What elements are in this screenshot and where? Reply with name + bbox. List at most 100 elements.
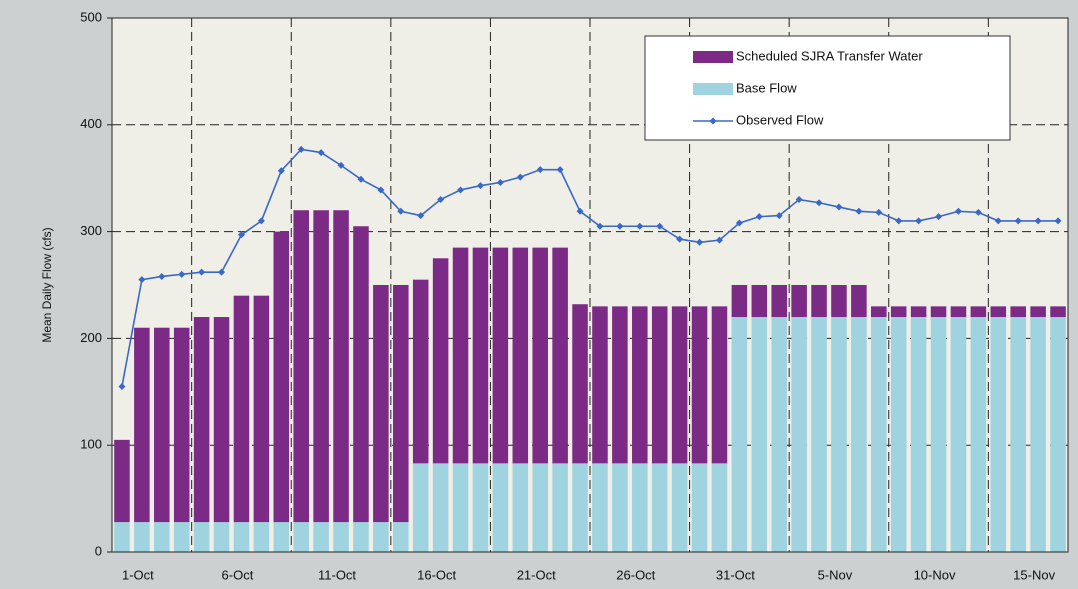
bar [831, 285, 847, 318]
bar [632, 306, 648, 464]
line-marker [237, 231, 245, 239]
bar [671, 463, 688, 552]
y-tick-label: 500 [80, 9, 102, 24]
bar [691, 463, 708, 552]
bar [632, 463, 648, 552]
y-tick-label: 200 [80, 330, 102, 345]
bar [273, 231, 290, 523]
bar [393, 285, 409, 523]
bar [612, 306, 628, 464]
bar [353, 226, 369, 523]
bar [1010, 306, 1026, 318]
legend: Scheduled SJRA Transfer Water Base Flow Ob… [644, 35, 1011, 141]
bar [213, 317, 230, 523]
bar [193, 317, 210, 523]
line-marker [815, 199, 823, 207]
line-marker [895, 217, 903, 225]
bar [970, 317, 987, 552]
line-marker [257, 217, 265, 225]
y-tick-label: 300 [80, 223, 102, 238]
bar [950, 306, 967, 318]
bar [193, 522, 210, 552]
bar [811, 317, 827, 552]
bar [651, 306, 668, 464]
y-tick-label: 100 [80, 437, 102, 452]
bar [432, 463, 449, 552]
bar [492, 247, 509, 464]
line-marker [178, 270, 186, 278]
bar [333, 210, 349, 523]
x-tick-label: 21-Oct [517, 567, 556, 582]
line-marker [974, 208, 982, 216]
bar [930, 306, 947, 318]
line-marker [915, 217, 923, 225]
bar [871, 306, 887, 318]
bar [731, 285, 748, 318]
bar [452, 247, 469, 464]
bar [751, 317, 768, 552]
bar [393, 522, 409, 552]
bar [313, 210, 329, 523]
x-tick-label: 15-Nov [1013, 567, 1055, 582]
bar [432, 258, 449, 464]
bar [711, 306, 728, 464]
bar [811, 285, 827, 318]
plot-border [111, 17, 1069, 553]
bar [990, 306, 1007, 318]
bar [651, 463, 668, 552]
bar [353, 522, 369, 552]
line-marker [417, 212, 425, 220]
line-marker [795, 196, 803, 204]
bar [851, 317, 867, 552]
bar [890, 306, 907, 318]
bar [592, 463, 608, 552]
bar [871, 317, 887, 552]
bar [1030, 317, 1046, 552]
line-marker [735, 219, 743, 227]
bar [412, 463, 429, 552]
line-marker [954, 207, 962, 215]
line-marker [397, 207, 405, 215]
bar [851, 285, 867, 318]
line-marker [994, 217, 1002, 225]
legend-label: Observed Flow [736, 112, 824, 127]
bar [512, 247, 529, 464]
x-tick-label: 10-Nov [914, 567, 956, 582]
bar [532, 247, 548, 464]
bar [592, 306, 608, 464]
line-marker [317, 149, 325, 157]
bar [173, 522, 190, 552]
x-tick-label: 1-Oct [122, 567, 154, 582]
bar [831, 317, 847, 552]
line-marker [457, 186, 465, 194]
bar [771, 285, 787, 318]
line-marker [536, 166, 544, 174]
bar [552, 247, 568, 464]
bar [233, 295, 250, 523]
bar [412, 279, 429, 464]
line-marker [277, 167, 285, 175]
bar [233, 522, 250, 552]
bar [890, 317, 907, 552]
bar [751, 285, 768, 318]
line-marker [596, 222, 604, 230]
x-tick-label: 6-Oct [222, 567, 254, 582]
line-marker [1054, 217, 1062, 225]
line-marker [496, 178, 504, 186]
bar [472, 463, 489, 552]
bar [452, 463, 469, 552]
bar [373, 522, 389, 552]
x-tick-label: 5-Nov [818, 567, 853, 582]
line-marker [118, 382, 126, 390]
bar [711, 463, 728, 552]
line-marker [138, 276, 146, 284]
bar [114, 522, 130, 552]
line-marker [357, 175, 365, 183]
line-marker [556, 166, 564, 174]
line-marker [636, 222, 644, 230]
y-tick-label: 400 [80, 116, 102, 131]
legend-label: Scheduled SJRA Transfer Water [736, 48, 923, 63]
bar [1050, 306, 1066, 318]
bar [532, 463, 548, 552]
